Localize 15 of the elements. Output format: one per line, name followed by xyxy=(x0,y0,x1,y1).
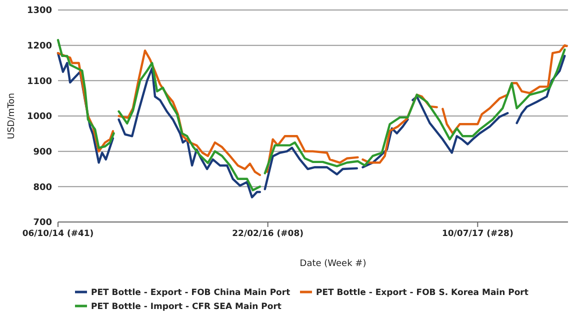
x-tick-label: 22/02/16 (#08) xyxy=(232,229,304,239)
x-tick-label: 10/07/17 (#28) xyxy=(442,229,514,239)
y-axis-title: USD/mTon xyxy=(7,92,17,140)
y-tick-label: 1100 xyxy=(26,76,52,87)
legend-label: PET Bottle - Import - CFR SEA Main Port xyxy=(91,302,282,312)
y-tick-label: 1000 xyxy=(26,112,52,122)
legend-label: PET Bottle - Export - FOB China Main Port xyxy=(91,288,290,298)
y-tick-label: 1200 xyxy=(26,41,52,52)
y-tick-label: 700 xyxy=(33,218,52,228)
x-axis-title: Date (Week #) xyxy=(300,259,366,269)
y-tick-label: 800 xyxy=(33,182,52,193)
y-tick-label: 900 xyxy=(33,147,52,158)
legend-label: PET Bottle - Export - FOB S. Korea Main Port xyxy=(316,288,528,298)
x-tick-label: 06/10/14 (#41) xyxy=(22,229,94,239)
y-tick-label: 1300 xyxy=(26,6,52,16)
